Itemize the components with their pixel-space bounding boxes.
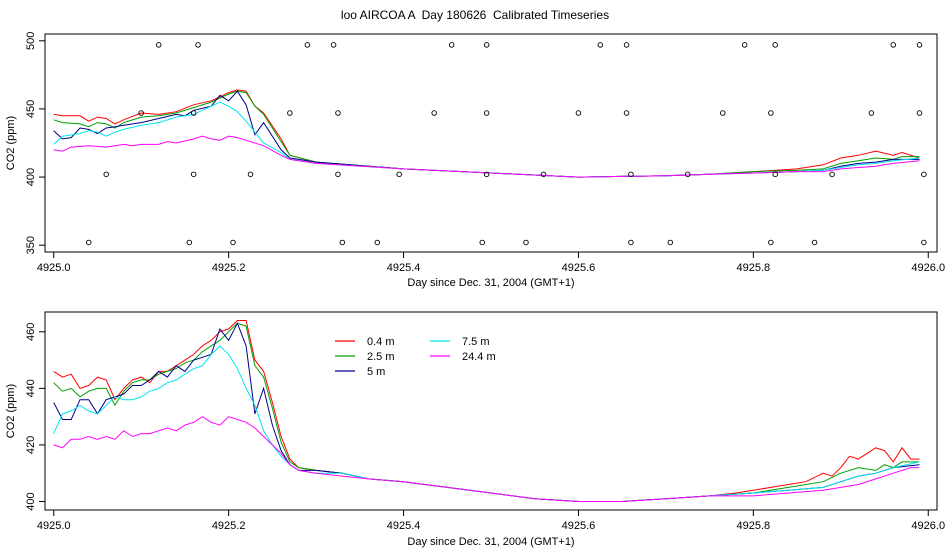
calibration-point: [374, 239, 381, 246]
bottom-panel: 4925.0 4925.2 4925.4 4925.6 4925.8 4926.0 400 4…: [5, 311, 945, 548]
calibration-point: [623, 42, 630, 48]
x-tick-label: 4926.0: [911, 520, 945, 532]
x-tick-label: 4925.2: [212, 520, 246, 532]
calibration-point: [628, 239, 634, 246]
y-axis-label: CO2 (ppm): [5, 384, 17, 438]
calibration-point: [628, 171, 634, 178]
calibration-point: [483, 171, 490, 178]
series-line-7-5-m: [53, 101, 920, 178]
x-tick-label: 4925.4: [387, 520, 421, 532]
calibration-point: [103, 171, 109, 178]
calibration-point: [829, 171, 835, 178]
calibration-point: [772, 171, 778, 178]
calibration-point: [330, 42, 337, 48]
calibration-point: [916, 42, 923, 48]
y-tick-label: 500: [25, 32, 37, 50]
calibration-point: [186, 239, 193, 246]
calibration-point: [138, 110, 144, 116]
legend-label: 0.4 m: [367, 336, 395, 348]
x-tick-label: 4926.0: [911, 262, 945, 274]
calibration-point: [230, 239, 236, 246]
calibration-point: [768, 110, 774, 116]
calibration-point: [772, 42, 778, 48]
series-line-24-4-m: [53, 416, 920, 502]
x-axis-label: Day since Dec. 31, 2004 (GMT+1): [407, 277, 574, 289]
x-tick-label: 4925.0: [37, 520, 71, 532]
series-group: [53, 89, 920, 178]
calibration-point: [335, 110, 341, 116]
y-tick-label: 420: [25, 436, 37, 454]
calibration-point: [719, 110, 726, 116]
calibration-point: [623, 110, 630, 116]
calibration-point: [868, 110, 875, 116]
series-line-0-4-m: [53, 89, 920, 178]
calibration-point: [479, 239, 486, 246]
y-tick-label: 460: [25, 323, 37, 341]
calibration-point: [768, 239, 774, 246]
series-line-24-4-m: [53, 135, 920, 178]
series-line-2-5-m: [53, 90, 920, 178]
x-tick-label: 4925.6: [562, 262, 596, 274]
top-panel: 4925.0 4925.2 4925.4 4925.6 4925.8 4926.0 350 4…: [5, 32, 945, 289]
calibration-point: [597, 42, 604, 48]
calibration-point: [195, 42, 201, 48]
calibration-point: [811, 239, 818, 246]
calibration-point: [339, 239, 346, 246]
series-group: [53, 320, 920, 502]
calibration-point: [431, 110, 437, 116]
y-tick-label: 440: [25, 379, 37, 397]
x-tick-label: 4925.2: [212, 262, 246, 274]
x-tick-label: 4925.8: [737, 262, 771, 274]
y-axis-label: CO2 (ppm): [5, 116, 17, 170]
calibration-point: [190, 171, 197, 178]
series-line-2-5-m: [53, 322, 920, 502]
legend-label: 7.5 m: [462, 336, 490, 348]
x-tick-label: 4925.6: [562, 520, 596, 532]
calibration-point: [483, 42, 490, 48]
y-tick-label: 350: [25, 236, 37, 254]
plot-frame: [44, 33, 938, 253]
calibration-point: [921, 239, 927, 246]
series-line-7-5-m: [53, 345, 920, 502]
legend-label: 5 m: [367, 366, 385, 378]
calibration-point: [523, 239, 529, 246]
legend-label: 24.4 m: [462, 351, 496, 363]
calibration-point: [247, 171, 254, 178]
calibration-point: [448, 42, 455, 48]
calibration-point: [483, 110, 490, 116]
legend: 0.4 m 2.5 m 5 m 7.5 m 24.4 m: [335, 336, 496, 378]
calibration-point: [540, 171, 547, 178]
calibration-point: [85, 239, 92, 246]
calibration-point: [155, 42, 162, 48]
calibration-point: [921, 171, 927, 178]
calibration-point: [335, 171, 341, 178]
calibration-point: [890, 42, 897, 48]
plot-frame: [44, 311, 938, 511]
chart-title: loo AIRCOA A Day 180626 Calibrated Times…: [340, 8, 610, 22]
calibration-point: [287, 110, 293, 116]
legend-label: 2.5 m: [367, 351, 395, 363]
x-axis-label: Day since Dec. 31, 2004 (GMT+1): [407, 536, 574, 548]
x-tick-label: 4925.8: [737, 520, 771, 532]
calibration-point: [741, 42, 748, 48]
y-tick-label: 400: [25, 168, 37, 186]
calibration-point: [916, 110, 923, 116]
y-tick-label: 450: [25, 100, 37, 118]
x-tick-label: 4925.4: [387, 262, 421, 274]
series-line-5-m: [53, 90, 920, 178]
y-tick-label: 400: [25, 492, 37, 510]
calibration-point: [575, 110, 582, 116]
calibration-point: [190, 110, 197, 116]
calibration-point: [667, 239, 674, 246]
calibration-point: [304, 42, 311, 48]
calibration-point: [685, 171, 691, 178]
calibration-point: [396, 171, 402, 178]
x-tick-label: 4925.0: [37, 262, 71, 274]
